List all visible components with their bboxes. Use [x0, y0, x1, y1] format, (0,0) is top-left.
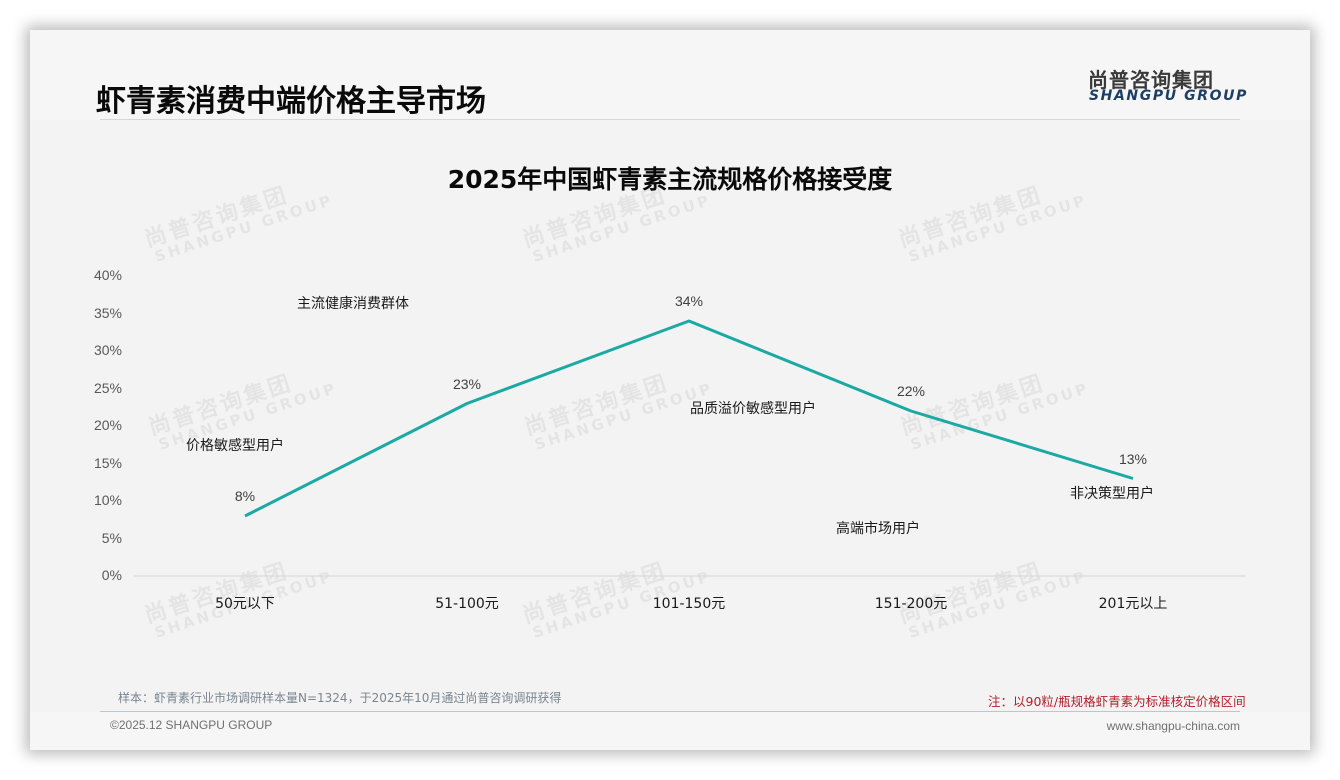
- data-point-label: 13%: [1118, 450, 1148, 467]
- page-title: 虾青素消费中端价格主导市场: [96, 84, 486, 119]
- x-category-label: 51-100元: [435, 596, 499, 612]
- line-chart: [134, 319, 1246, 577]
- website-link[interactable]: www.shangpu-china.com: [1106, 719, 1240, 733]
- chart-title: 2025年中国虾青素主流规格价格接受度: [447, 165, 893, 194]
- annotation-price-sensitive: 价格敏感型用户: [186, 438, 284, 454]
- footer-divider: [100, 711, 1240, 712]
- y-tick-label: 35%: [93, 304, 122, 321]
- annotation-non-decision: 非决策型用户: [1070, 486, 1154, 502]
- data-point-label: 34%: [674, 293, 704, 309]
- y-tick-label: 20%: [93, 417, 122, 433]
- y-tick-label: 5%: [101, 529, 122, 546]
- x-category-label: 151-200元: [874, 596, 948, 612]
- y-tick-label: 10%: [93, 492, 122, 508]
- data-point-label: 23%: [452, 375, 482, 392]
- header-divider: [100, 119, 1240, 120]
- data-point-label: 8%: [234, 488, 256, 504]
- series-line: [244, 319, 1134, 518]
- methodology-note: 注：以90粒/瓶规格虾青素为标准核定价格区间: [988, 694, 1246, 709]
- header-band: [30, 30, 1310, 120]
- logo-english: SHANGPU GROUP: [1089, 88, 1248, 104]
- annotation-high-end: 高端市场用户: [836, 521, 920, 537]
- x-category-label: 101-150元: [652, 596, 726, 612]
- y-tick-label: 30%: [93, 342, 122, 358]
- x-category-label: 50元以下: [215, 596, 275, 612]
- slide: 虾青素消费中端价格主导市场 尚普咨询集团 SHANGPU GROUP 尚普咨询集…: [30, 30, 1310, 750]
- y-tick-label: 40%: [93, 267, 122, 283]
- annotation-quality-premium: 品质溢价敏感型用户: [690, 401, 816, 417]
- data-point-label: 22%: [896, 383, 926, 399]
- x-category-label: 201元以上: [1098, 596, 1168, 612]
- annotation-mainstream: 主流健康消费群体: [297, 296, 409, 312]
- y-tick-label: 15%: [93, 454, 122, 471]
- copyright: ©2025.12 SHANGPU GROUP: [110, 718, 273, 732]
- y-tick-label: 0%: [101, 567, 122, 583]
- logo-chinese: 尚普咨询集团: [1088, 68, 1214, 92]
- y-tick-label: 25%: [93, 379, 122, 396]
- footer-band: [30, 712, 1310, 750]
- sample-note: 样本：虾青素行业市场调研样本量N=1324，于2025年10月通过尚普咨询调研获…: [118, 691, 562, 705]
